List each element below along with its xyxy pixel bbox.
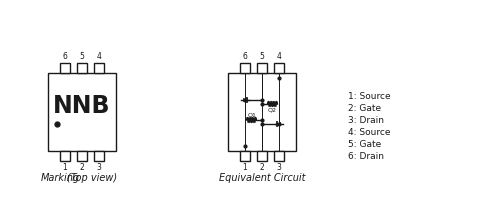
Bar [240,151,250,161]
Text: 5: 5 [80,52,84,61]
Bar [77,63,87,73]
Bar [48,73,116,151]
Text: 4: 4 [96,52,101,61]
Text: 4: 4 [276,52,281,61]
Text: Q2: Q2 [268,107,277,112]
Bar [94,151,104,161]
Bar [228,73,296,151]
Bar [240,63,250,73]
Text: 6: 6 [242,52,247,61]
Text: 3: 3 [276,163,281,172]
Text: 3: 3 [96,163,101,172]
Bar [60,63,70,73]
Text: 2: Gate: 2: Gate [348,103,381,112]
Text: Marking: Marking [40,173,80,183]
Text: 6: Drain: 6: Drain [348,151,384,161]
Text: 1: Source: 1: Source [348,91,391,101]
Text: (Top view): (Top view) [67,173,117,183]
Polygon shape [243,98,247,102]
Text: 2: 2 [80,163,84,172]
Bar [77,151,87,161]
Text: Q1: Q1 [248,112,257,117]
Text: 4: Source: 4: Source [348,127,391,136]
Text: 6: 6 [62,52,67,61]
Polygon shape [277,122,281,126]
Bar [257,63,267,73]
Bar [60,151,70,161]
Text: 5: 5 [260,52,264,61]
Text: 1: 1 [62,163,67,172]
Bar [274,151,284,161]
Text: 2: 2 [260,163,264,172]
Text: NNB: NNB [53,94,111,118]
Bar [274,63,284,73]
Text: Equivalent Circuit: Equivalent Circuit [219,173,305,183]
Bar [257,151,267,161]
Text: 1: 1 [242,163,247,172]
Text: 5: Gate: 5: Gate [348,140,381,149]
Text: 3: Drain: 3: Drain [348,116,384,125]
Bar [94,63,104,73]
